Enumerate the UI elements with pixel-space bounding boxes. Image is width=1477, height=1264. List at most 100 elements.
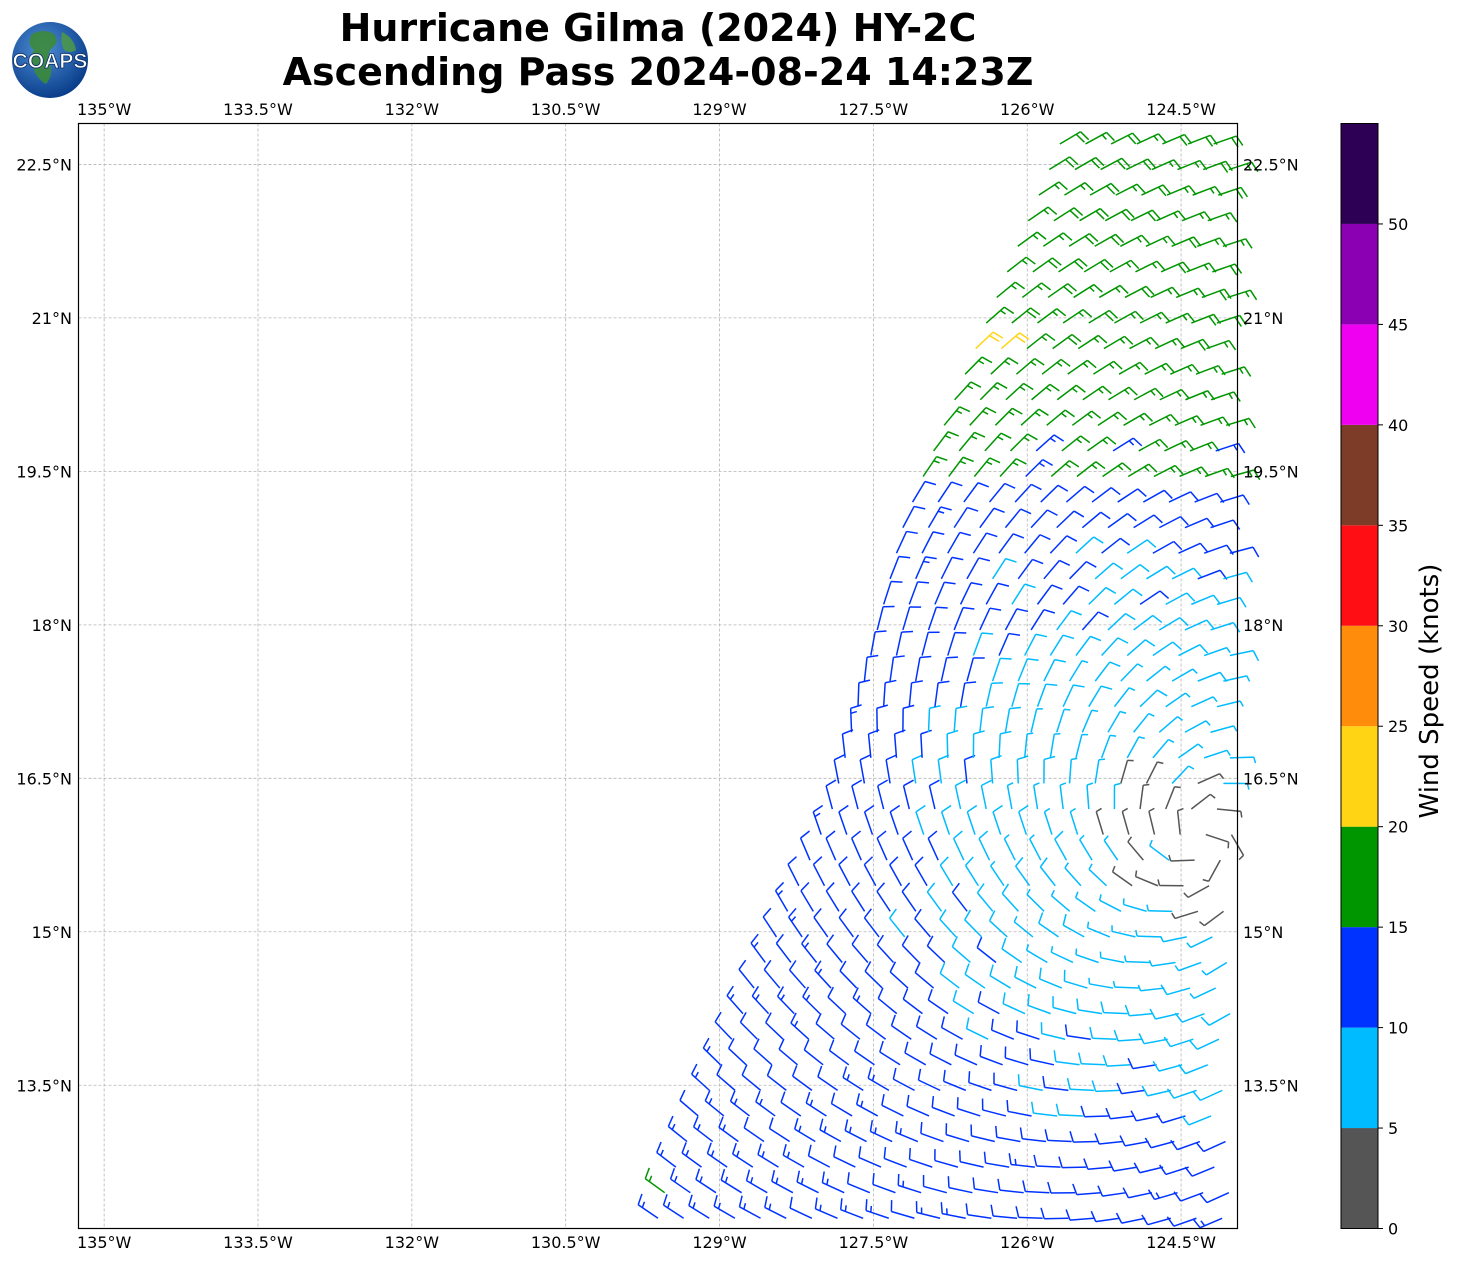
wind-barb [1126,639,1156,657]
barb-staff [1185,1064,1209,1075]
wind-barb [857,679,871,707]
wind-barb [1118,361,1149,375]
barb-staff [1031,383,1051,401]
barb-feather [1094,1133,1100,1145]
barb-half-feather [937,510,945,514]
wind-barb [1137,984,1165,992]
wind-barb [805,1091,827,1117]
wind-barb [972,632,994,656]
wind-barb [915,1015,938,1040]
barb-feather [667,1115,674,1127]
barb-staff [1025,1190,1050,1194]
barb-feather [901,630,914,633]
barb-staff [947,632,956,656]
barb-feather [828,1039,835,1051]
wind-barb [1058,258,1088,273]
wind-barb [1174,415,1205,427]
barb-staff [802,996,821,1015]
barb-feather [814,960,822,971]
barb-feather [1102,1055,1108,1067]
barb-feather [743,1116,749,1129]
wind-barb [1097,1185,1127,1197]
barb-staff [1168,491,1192,503]
wind-barb [1066,1078,1095,1092]
barb-half-feather [1194,161,1200,168]
barb-feather [827,986,834,998]
barb-half-feather [1167,288,1173,295]
barb-staff [951,946,971,964]
wind-barb [991,557,1017,580]
wind-barb [1056,708,1071,733]
barb-staff [825,890,840,912]
wind-barb [979,706,995,733]
wind-barb [853,1040,875,1066]
barb-feather [842,1066,848,1078]
barb-feather [1091,1080,1097,1092]
wind-barb [1171,668,1198,682]
wind-barb [1120,563,1150,580]
wind-barb [952,989,975,1015]
barb-half-feather [1108,363,1115,369]
wind-barb [914,856,928,887]
wind-barb [1011,682,1030,707]
lon-label-top: 129°W [692,100,747,119]
wind-barb [1183,885,1210,899]
wind-barb [817,1065,839,1091]
barb-staff [1177,159,1201,171]
wind-barb [1079,834,1093,861]
barb-staff [1032,785,1039,810]
barb-feather [1185,440,1195,450]
barb-feather [1187,312,1196,323]
barb-staff [1052,1006,1077,1015]
barb-feather [1000,432,1012,440]
barb-half-feather [1071,757,1078,761]
barb-feather [765,1012,772,1023]
barb-half-feather [1164,665,1171,671]
wind-barb [1197,773,1225,785]
barb-half-feather [1091,709,1099,712]
wind-barb [904,1041,927,1066]
barb-staff [1110,1115,1135,1120]
barb-half-feather [798,1125,802,1132]
barb-staff [1133,614,1154,631]
barb-feather [1045,683,1058,686]
barb-staff [782,1154,805,1168]
barb-staff [1091,487,1112,503]
barb-half-feather [743,1203,747,1210]
wind-barb [1056,384,1086,401]
wind-barb [838,804,849,835]
barb-feather [789,1196,793,1209]
lon-label-top: 124.5°W [1146,100,1216,119]
barb-half-feather [848,1126,852,1134]
barb-half-feather [699,1176,703,1183]
barb-staff [780,1101,802,1117]
wind-barb [1038,181,1068,196]
wind-barb [1152,540,1183,554]
barb-half-feather [1219,773,1225,780]
barb-feather [973,730,985,735]
barb-feather [920,729,932,735]
barb-staff [1210,725,1234,733]
wind-barb [867,729,880,758]
barb-staff [976,892,994,912]
barb-half-feather [692,1202,696,1209]
barb-feather [814,1197,818,1209]
barb-staff [863,657,868,682]
barb-feather [977,990,982,1003]
barb-half-feather [1170,467,1176,473]
barb-feather [1090,159,1101,169]
barb-feather [951,882,960,893]
wind-barb [1112,437,1143,452]
barb-half-feather [846,1074,850,1081]
barb-feather [1091,410,1102,419]
wind-barb [1094,233,1125,247]
barb-half-feather [1119,338,1126,344]
barb-feather [1179,617,1189,627]
barb-staff [966,557,980,580]
wind-barb [979,382,1008,401]
wind-barb [1225,417,1256,429]
barb-feather [753,1038,760,1050]
barb-feather [644,1167,650,1179]
barb-staff [1088,685,1102,708]
wind-barb [864,960,883,989]
